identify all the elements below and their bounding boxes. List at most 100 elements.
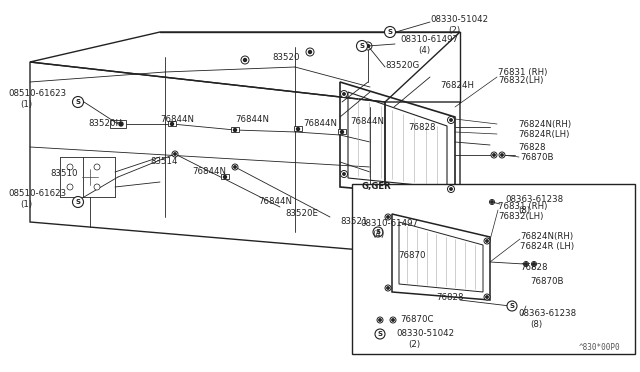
Circle shape — [67, 164, 73, 170]
Circle shape — [340, 90, 348, 97]
Text: 76828: 76828 — [520, 263, 547, 272]
Circle shape — [234, 166, 236, 168]
Circle shape — [340, 170, 348, 177]
Circle shape — [447, 186, 454, 192]
Text: (8): (8) — [518, 205, 530, 215]
Text: 76870C: 76870C — [400, 315, 433, 324]
Circle shape — [308, 51, 312, 54]
Text: S: S — [387, 29, 392, 35]
Text: 76844N: 76844N — [192, 167, 226, 176]
Circle shape — [373, 227, 383, 237]
Circle shape — [390, 317, 396, 323]
Text: 83520H: 83520H — [88, 119, 122, 128]
Circle shape — [170, 122, 173, 125]
Text: 76844N: 76844N — [350, 118, 384, 126]
Text: S: S — [76, 199, 81, 205]
Circle shape — [486, 240, 488, 242]
Circle shape — [525, 263, 527, 265]
Circle shape — [343, 93, 345, 95]
Text: 76844N: 76844N — [160, 115, 194, 125]
Text: 76828: 76828 — [436, 292, 463, 301]
Circle shape — [72, 96, 83, 108]
Circle shape — [532, 263, 535, 265]
Circle shape — [511, 305, 513, 307]
Text: 76844N: 76844N — [303, 119, 337, 128]
Bar — [231, 127, 239, 132]
Text: (4): (4) — [418, 45, 430, 55]
Text: 08330-51042: 08330-51042 — [396, 330, 454, 339]
Circle shape — [387, 287, 389, 289]
Circle shape — [385, 26, 396, 38]
Circle shape — [450, 119, 452, 121]
Text: 76870: 76870 — [398, 251, 426, 260]
Text: 08310-61497: 08310-61497 — [400, 35, 458, 45]
Text: 83520: 83520 — [272, 54, 300, 62]
Circle shape — [343, 173, 345, 175]
Circle shape — [67, 184, 73, 190]
Circle shape — [94, 184, 100, 190]
Text: S: S — [376, 229, 381, 235]
Text: 76824H: 76824H — [440, 81, 474, 90]
Text: S: S — [378, 331, 383, 337]
Circle shape — [72, 196, 83, 208]
Circle shape — [223, 176, 227, 179]
Text: 76824R (LH): 76824R (LH) — [520, 243, 574, 251]
Text: 76824N(RH): 76824N(RH) — [520, 232, 573, 241]
Circle shape — [340, 131, 344, 134]
Circle shape — [499, 152, 505, 158]
Text: 76824R(LH): 76824R(LH) — [518, 129, 570, 138]
Text: (1): (1) — [20, 99, 32, 109]
Circle shape — [387, 216, 389, 218]
Text: S: S — [509, 303, 515, 309]
Text: 76844N: 76844N — [258, 198, 292, 206]
Circle shape — [232, 164, 238, 170]
Circle shape — [356, 41, 367, 51]
Circle shape — [493, 154, 495, 156]
Bar — [168, 121, 176, 126]
Text: (8): (8) — [530, 320, 542, 328]
Circle shape — [500, 154, 503, 156]
Text: 08363-61238: 08363-61238 — [518, 310, 576, 318]
Text: 83520G: 83520G — [385, 61, 419, 71]
Text: 76870B: 76870B — [530, 278, 563, 286]
Text: 08510-61623: 08510-61623 — [8, 90, 66, 99]
Text: S: S — [360, 43, 365, 49]
Circle shape — [379, 319, 381, 321]
Text: (2): (2) — [448, 26, 460, 35]
Text: S: S — [76, 99, 81, 105]
Text: 83521: 83521 — [340, 218, 367, 227]
Circle shape — [377, 317, 383, 323]
Circle shape — [524, 262, 529, 266]
Text: 08330-51042: 08330-51042 — [430, 16, 488, 25]
Circle shape — [174, 153, 176, 155]
Circle shape — [119, 122, 123, 126]
Text: 76828: 76828 — [518, 142, 545, 151]
Circle shape — [392, 319, 394, 321]
Circle shape — [367, 45, 369, 48]
Circle shape — [94, 164, 100, 170]
Bar — [294, 126, 302, 131]
Circle shape — [447, 116, 454, 124]
Text: ^830*00P0: ^830*00P0 — [579, 343, 620, 352]
Text: 76844N: 76844N — [235, 115, 269, 125]
Circle shape — [241, 56, 249, 64]
Circle shape — [296, 128, 300, 131]
Text: (1): (1) — [20, 199, 32, 208]
Circle shape — [491, 152, 497, 158]
Text: 76831 (RH): 76831 (RH) — [498, 67, 547, 77]
Circle shape — [486, 296, 488, 298]
Bar — [352, 184, 635, 354]
Circle shape — [172, 151, 178, 157]
Circle shape — [531, 262, 536, 266]
Circle shape — [306, 48, 314, 56]
Text: 83510: 83510 — [50, 170, 77, 179]
Circle shape — [385, 214, 391, 220]
Text: 83520E: 83520E — [285, 209, 318, 218]
Text: 08510-61623: 08510-61623 — [8, 189, 66, 199]
Text: 76832(LH): 76832(LH) — [498, 212, 543, 221]
Text: (2): (2) — [408, 340, 420, 349]
Circle shape — [243, 58, 246, 61]
Bar — [221, 174, 229, 179]
Text: 76828: 76828 — [408, 124, 435, 132]
Text: 08363-61238: 08363-61238 — [505, 196, 563, 205]
